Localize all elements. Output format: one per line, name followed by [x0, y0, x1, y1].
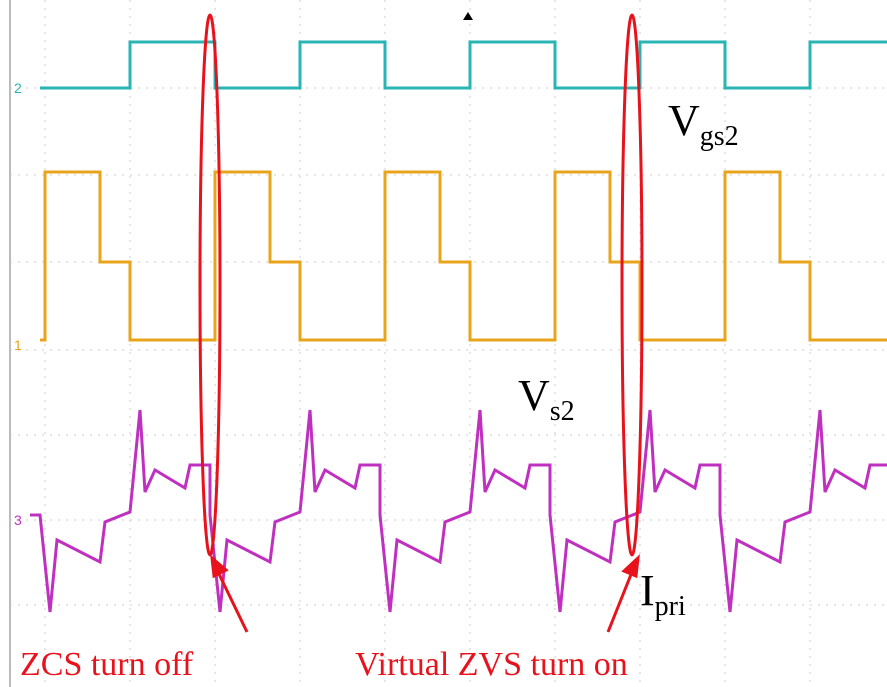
channel-marker: 2	[14, 80, 22, 96]
channel-marker: 3	[14, 512, 22, 528]
background	[0, 0, 887, 687]
annotation: Virtual ZVS turn on	[355, 646, 628, 683]
channel-marker: 1	[14, 337, 22, 353]
scope-screenshot: 2 1 3 Vgs2 Vs2 Ipri ZCS turn off Virtual…	[0, 0, 887, 687]
annotation: ZCS turn off	[20, 646, 194, 683]
